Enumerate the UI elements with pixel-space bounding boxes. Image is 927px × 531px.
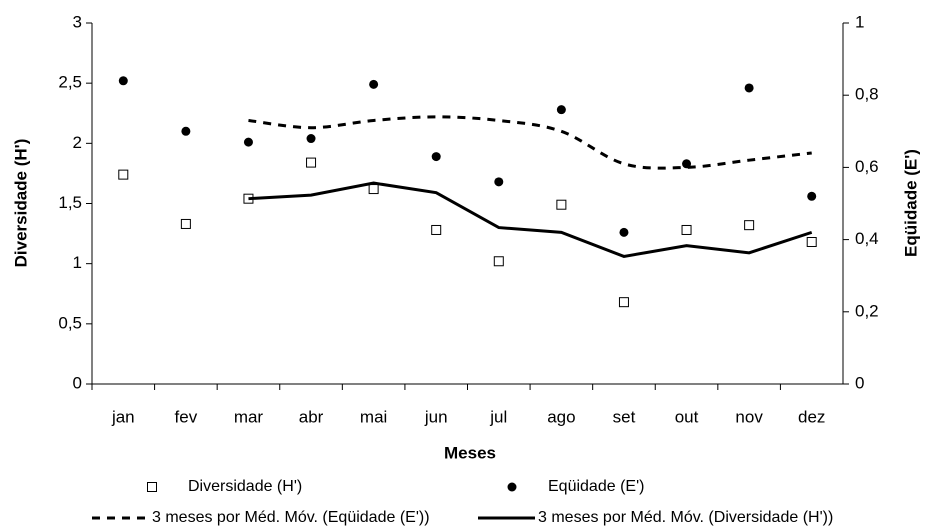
- marker-circle: [118, 76, 128, 86]
- moving-average-line: [248, 181, 813, 258]
- marker-circle: [807, 191, 817, 201]
- y2-tick-label: 1: [855, 12, 864, 31]
- x-tick-label: dez: [798, 407, 825, 426]
- y2-tick-label: 0,2: [855, 301, 879, 320]
- marker-square: [556, 199, 567, 210]
- legend-label: 3 meses por Méd. Móv. (Eqüidade (E')): [152, 509, 430, 526]
- x-tick-label: mai: [360, 407, 387, 426]
- y2-tick-label: 0,6: [855, 157, 879, 176]
- marker-circle: [619, 227, 629, 237]
- x-tick-label: ago: [547, 407, 575, 426]
- x-axis-label: Meses: [444, 443, 496, 462]
- x-tick-label: fev: [175, 407, 198, 426]
- marker-circle: [494, 177, 504, 187]
- y-tick-label: 3: [73, 12, 82, 31]
- marker-circle: [431, 152, 441, 162]
- legend-symbol: [147, 482, 157, 492]
- y-tick-label: 1: [73, 253, 82, 272]
- x-tick-label: nov: [735, 407, 763, 426]
- y2-tick-label: 0: [855, 373, 864, 392]
- marker-circle: [181, 126, 191, 136]
- legend-label: Eqüidade (E'): [548, 478, 644, 495]
- y2-tick-label: 0,4: [855, 229, 879, 248]
- x-tick-label: jan: [111, 407, 135, 426]
- marker-circle: [306, 134, 316, 144]
- legend-label: 3 meses por Méd. Móv. (Diversidade (H')): [538, 509, 833, 526]
- marker-square: [806, 237, 817, 248]
- marker-square: [180, 218, 191, 229]
- y-tick-label: 2,5: [58, 73, 82, 92]
- marker-circle: [369, 79, 379, 89]
- y-tick-label: 2: [73, 133, 82, 152]
- y-tick-label: 1,5: [58, 193, 82, 212]
- x-tick-label: mar: [234, 407, 264, 426]
- marker-square: [618, 297, 629, 308]
- moving-average-line: [248, 115, 812, 170]
- x-tick-label: jun: [424, 407, 448, 426]
- x-tick-label: jul: [489, 407, 507, 426]
- y2-tick-label: 0,8: [855, 85, 879, 104]
- marker-circle: [556, 105, 566, 115]
- y-axis-label: Diversidade (H'): [11, 139, 30, 268]
- marker-square: [744, 220, 755, 231]
- marker-circle: [243, 137, 253, 147]
- x-tick-label: abr: [299, 407, 324, 426]
- marker-square: [368, 184, 379, 195]
- y-tick-label: 0: [73, 373, 82, 392]
- legend-label: Diversidade (H'): [188, 478, 302, 495]
- marker-square: [306, 157, 317, 168]
- marker-square: [493, 256, 504, 267]
- x-tick-label: out: [675, 407, 699, 426]
- marker-circle: [744, 83, 754, 93]
- legend-symbol: [507, 482, 517, 492]
- marker-square: [118, 169, 129, 180]
- marker-square: [681, 224, 692, 235]
- marker-square: [431, 224, 442, 235]
- y-tick-label: 0,5: [58, 313, 82, 332]
- y2-axis-label: Eqüidade (E'): [901, 149, 920, 257]
- x-tick-label: set: [613, 407, 636, 426]
